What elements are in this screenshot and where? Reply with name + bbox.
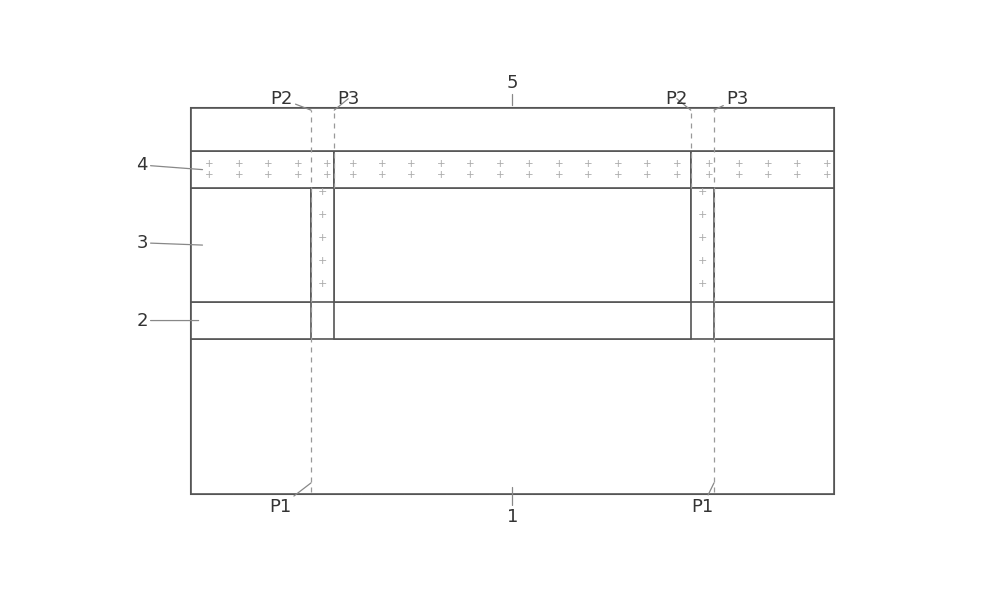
- Text: +: +: [318, 279, 327, 289]
- Text: P2: P2: [270, 90, 311, 110]
- Text: +: +: [318, 188, 327, 197]
- Text: +: +: [764, 170, 773, 180]
- Text: 2: 2: [136, 311, 199, 330]
- Text: +: +: [823, 160, 831, 169]
- Text: +: +: [205, 170, 214, 180]
- Text: +: +: [349, 160, 357, 169]
- Text: +: +: [584, 170, 593, 180]
- Bar: [191, 302, 311, 339]
- Text: +: +: [466, 160, 475, 169]
- Text: +: +: [705, 170, 714, 180]
- Bar: [191, 108, 834, 151]
- Text: +: +: [318, 233, 327, 243]
- Text: +: +: [555, 160, 563, 169]
- Bar: [334, 151, 691, 188]
- Text: +: +: [525, 160, 534, 169]
- Text: +: +: [793, 160, 802, 169]
- Bar: [311, 188, 334, 302]
- Text: +: +: [764, 160, 773, 169]
- Text: +: +: [294, 170, 302, 180]
- Text: +: +: [672, 160, 681, 169]
- Text: +: +: [643, 160, 652, 169]
- Text: +: +: [734, 160, 743, 169]
- Text: +: +: [264, 170, 273, 180]
- Text: +: +: [378, 160, 387, 169]
- Text: +: +: [584, 160, 593, 169]
- Text: +: +: [614, 170, 622, 180]
- Text: +: +: [407, 160, 416, 169]
- Bar: [191, 339, 834, 494]
- Text: +: +: [437, 160, 446, 169]
- Text: +: +: [318, 256, 327, 266]
- Bar: [714, 188, 834, 302]
- Text: +: +: [294, 160, 302, 169]
- Text: 3: 3: [136, 234, 202, 252]
- Text: 5: 5: [507, 74, 518, 106]
- Bar: [691, 151, 834, 188]
- Bar: [191, 151, 334, 188]
- Text: 4: 4: [136, 156, 202, 174]
- Text: +: +: [496, 170, 504, 180]
- Text: +: +: [235, 160, 243, 169]
- Text: +: +: [264, 160, 273, 169]
- Text: +: +: [705, 160, 714, 169]
- Text: +: +: [235, 170, 243, 180]
- Bar: [334, 302, 691, 339]
- Bar: [691, 188, 714, 302]
- Text: 1: 1: [507, 488, 518, 526]
- Text: +: +: [698, 233, 707, 243]
- Text: P1: P1: [691, 483, 714, 516]
- Text: P1: P1: [269, 483, 311, 516]
- Text: +: +: [525, 170, 534, 180]
- Text: +: +: [698, 210, 707, 220]
- Text: +: +: [614, 160, 622, 169]
- Text: P2: P2: [666, 90, 691, 110]
- Text: +: +: [793, 170, 802, 180]
- Text: +: +: [496, 160, 504, 169]
- Text: +: +: [323, 170, 332, 180]
- Text: +: +: [466, 170, 475, 180]
- Text: +: +: [734, 170, 743, 180]
- Text: +: +: [378, 170, 387, 180]
- Text: +: +: [698, 188, 707, 197]
- Bar: [191, 188, 311, 302]
- Text: +: +: [349, 170, 357, 180]
- Bar: [714, 302, 834, 339]
- Bar: [334, 188, 691, 302]
- Text: +: +: [323, 160, 332, 169]
- Text: +: +: [205, 160, 214, 169]
- Bar: [191, 108, 834, 494]
- Text: P3: P3: [334, 90, 359, 110]
- Text: +: +: [823, 170, 831, 180]
- Text: +: +: [437, 170, 446, 180]
- Text: +: +: [672, 170, 681, 180]
- Text: +: +: [318, 210, 327, 220]
- Text: +: +: [698, 256, 707, 266]
- Text: +: +: [643, 170, 652, 180]
- Text: +: +: [407, 170, 416, 180]
- Text: +: +: [698, 279, 707, 289]
- Text: +: +: [555, 170, 563, 180]
- Text: P3: P3: [714, 90, 748, 110]
